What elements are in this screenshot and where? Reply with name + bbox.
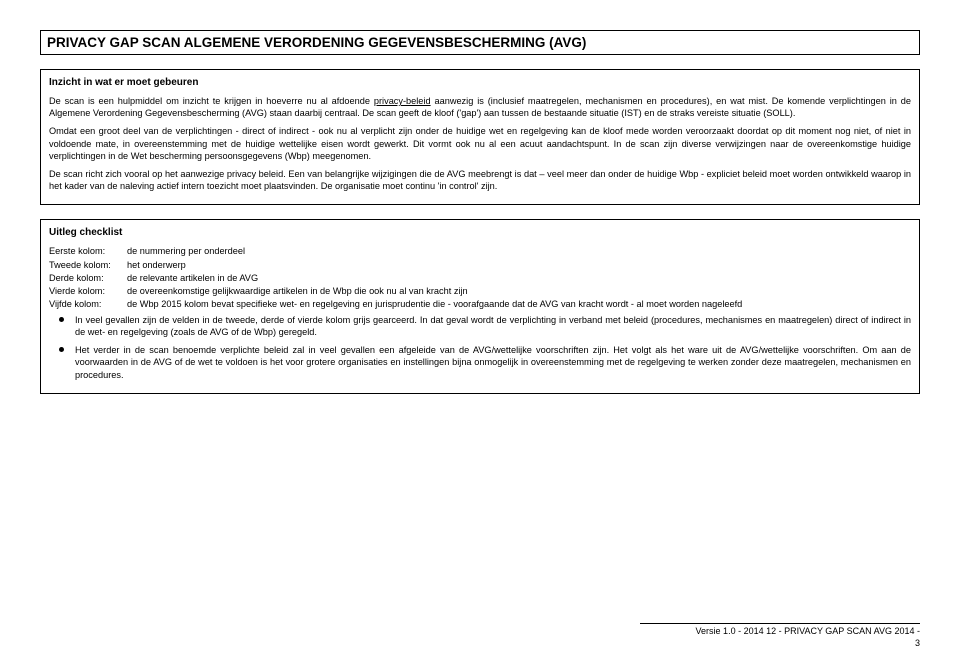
list-item: Het verder in de scan benoemde verplicht…: [49, 344, 911, 380]
intro-heading: Inzicht in wat er moet gebeuren: [49, 76, 911, 89]
checklist-heading: Uitleg checklist: [49, 226, 911, 239]
footer-version: Versie 1.0 - 2014 12 - PRIVACY GAP SCAN …: [696, 626, 920, 636]
document-page: PRIVACY GAP SCAN ALGEMENE VERORDENING GE…: [0, 0, 960, 662]
col-val: de overeenkomstige gelijkwaardige artike…: [127, 285, 911, 297]
column-definitions: Eerste kolom:de nummering per onderdeel …: [49, 245, 911, 310]
checklist-box: Uitleg checklist Eerste kolom:de nummeri…: [40, 219, 920, 394]
col-def-row: Vierde kolom:de overeenkomstige gelijkwa…: [49, 285, 911, 297]
intro-paragraph-2: Omdat een groot deel van de verplichting…: [49, 125, 911, 161]
intro-paragraph-1: De scan is een hulpmiddel om inzicht te …: [49, 95, 911, 119]
col-label: Derde kolom:: [49, 272, 127, 284]
col-label: Eerste kolom:: [49, 245, 127, 257]
intro-paragraph-3: De scan richt zich vooral op het aanwezi…: [49, 168, 911, 192]
list-item: In veel gevallen zijn de velden in de tw…: [49, 314, 911, 338]
col-def-row: Vijfde kolom:de Wbp 2015 kolom bevat spe…: [49, 298, 911, 310]
page-number: 3: [640, 638, 920, 648]
col-def-row: Tweede kolom:het onderwerp: [49, 259, 911, 271]
col-label: Tweede kolom:: [49, 259, 127, 271]
intro-p1-pre: De scan is een hulpmiddel om inzicht te …: [49, 96, 374, 106]
col-def-row: Derde kolom:de relevante artikelen in de…: [49, 272, 911, 284]
document-title: PRIVACY GAP SCAN ALGEMENE VERORDENING GE…: [40, 30, 920, 55]
col-val: het onderwerp: [127, 259, 911, 271]
intro-box: Inzicht in wat er moet gebeuren De scan …: [40, 69, 920, 205]
privacy-beleid-link: privacy-beleid: [374, 96, 431, 106]
col-label: Vierde kolom:: [49, 285, 127, 297]
page-footer: Versie 1.0 - 2014 12 - PRIVACY GAP SCAN …: [640, 623, 920, 648]
col-val: de Wbp 2015 kolom bevat specifieke wet- …: [127, 298, 911, 310]
col-def-row: Eerste kolom:de nummering per onderdeel: [49, 245, 911, 257]
col-val: de relevante artikelen in de AVG: [127, 272, 911, 284]
col-val: de nummering per onderdeel: [127, 245, 911, 257]
col-label: Vijfde kolom:: [49, 298, 127, 310]
checklist-notes: In veel gevallen zijn de velden in de tw…: [49, 314, 911, 381]
